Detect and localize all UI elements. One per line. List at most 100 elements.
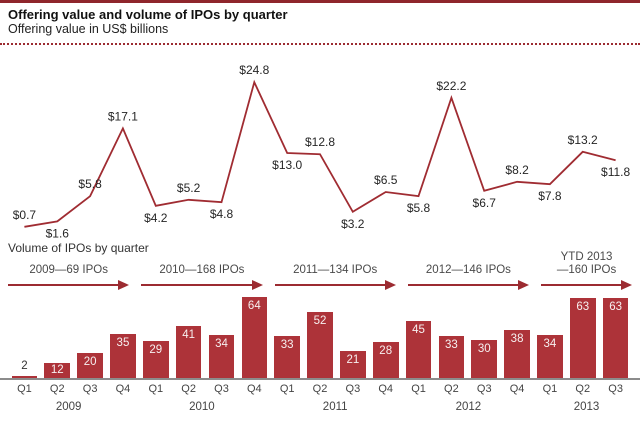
arrow-line (8, 284, 122, 286)
volume-section-label: Volume of IPOs by quarter (8, 241, 149, 255)
bar-column: 64 (238, 290, 271, 378)
arrow-head-icon (251, 280, 263, 290)
quarter-label: Q2 (444, 383, 459, 395)
line-point-label: $3.2 (341, 217, 365, 231)
line-point-label: $4.2 (144, 211, 168, 225)
arrow-line (141, 284, 255, 286)
year-arrow (141, 280, 263, 292)
year-axis-labels: 2009 2010 2011 2012 2013 (8, 401, 632, 413)
x-axis-line (0, 378, 640, 380)
volume-bar (77, 352, 103, 378)
bar-column: 12 (41, 290, 74, 378)
quarter-label: Q3 (476, 383, 492, 395)
line-point-label: $6.5 (374, 173, 398, 187)
volume-bar (372, 342, 399, 378)
year-total-label: 2011—134 IPOs (293, 264, 378, 276)
volume-bar (405, 320, 432, 378)
quarter-label: Q4 (378, 383, 394, 395)
quarter-label: Q1 (17, 383, 32, 395)
bar-value-label: 41 (182, 328, 196, 341)
line-point-label: $13.2 (568, 133, 598, 147)
chart-title: Offering value and volume of IPOs by qua… (8, 7, 288, 22)
line-point-label: $24.8 (239, 63, 269, 77)
line-point-label: $7.8 (538, 189, 562, 203)
arrow-line (274, 284, 388, 286)
arrow-head-icon (621, 280, 633, 290)
volume-bar (340, 351, 366, 378)
volume-bar (241, 296, 268, 378)
bar-value-label: 30 (477, 342, 491, 355)
bar-value-label: 20 (83, 355, 97, 368)
bar-value-label: 35 (116, 336, 130, 349)
bar-column: 30 (468, 290, 501, 378)
bar-value-label: 12 (50, 364, 64, 376)
line-point-label: $0.7 (13, 208, 37, 222)
bar-value-label: 34 (543, 337, 557, 350)
line-point-label: $13.0 (272, 158, 302, 172)
line-point-label: $8.2 (505, 163, 529, 177)
quarter-label: Q4 (509, 383, 525, 395)
year-total-group: YTD 2013 —160 IPOs (541, 251, 633, 292)
quarter-label: Q2 (575, 383, 591, 395)
volume-bar (274, 336, 300, 378)
bar-column: 41 (172, 290, 205, 378)
year-total-label: YTD 2013 —160 IPOs (556, 251, 617, 276)
bar-column: 35 (107, 290, 140, 378)
volume-bar (307, 312, 333, 378)
bar-column: 45 (402, 290, 435, 378)
chart-header: Offering value and volume of IPOs by qua… (0, 0, 640, 45)
year-arrow (8, 280, 130, 292)
line-point-label: $5.2 (177, 181, 201, 195)
year-label: 2011 (322, 401, 348, 413)
bar-column: 34 (205, 290, 238, 378)
quarter-label: Q3 (82, 383, 98, 395)
bar-value-label: 34 (215, 337, 228, 350)
year-total-group: 2011—134 IPOs (274, 251, 396, 292)
line-point-label: $5.8 (78, 177, 102, 191)
bar-value-label: 33 (444, 339, 458, 352)
bar-value-label: 45 (412, 323, 425, 336)
bar-column: 28 (369, 290, 402, 378)
bar-column: 33 (435, 290, 468, 378)
bar-column: 52 (304, 290, 337, 378)
bar-value-label: 21 (346, 354, 360, 367)
arrow-head-icon (384, 280, 396, 290)
year-arrow (407, 280, 530, 292)
arrow-head-icon (518, 280, 530, 290)
quarter-label: Q1 (542, 383, 558, 395)
bar-value-label: 64 (247, 299, 261, 312)
line-point-label: $1.6 (46, 226, 70, 238)
volume-bar-chart: 2 12 20 35 29 41 34 64 33 52 21 28 45 33 30 38 34 63 63 (8, 290, 632, 378)
offering-value-line (24, 79, 616, 228)
volume-bar (11, 375, 38, 378)
year-label: 2010 (189, 401, 215, 413)
bar-column: 63 (599, 290, 632, 378)
year-arrow (274, 280, 396, 292)
line-point-label: $6.7 (473, 196, 497, 210)
volume-bar (438, 336, 465, 378)
year-total-label: 2012—146 IPOs (425, 264, 511, 276)
volume-bar (537, 334, 563, 378)
bar-value-label: 52 (313, 315, 327, 327)
volume-bar (471, 339, 498, 378)
line-point-label: $11.8 (601, 165, 630, 179)
quarter-label: Q2 (181, 383, 196, 395)
chart-subtitle: Offering value in US$ billions (8, 22, 169, 36)
year-total-group: 2009—69 IPOs (8, 251, 130, 292)
quarter-label: Q1 (411, 383, 426, 395)
volume-bar (110, 333, 136, 378)
quarter-label: Q1 (148, 383, 164, 395)
bar-value-label: 2 (21, 359, 28, 372)
volume-bar (175, 325, 202, 378)
quarter-axis-labels: Q1 Q2 Q3 Q4 Q1 Q2 Q3 Q4 Q1 Q2 Q3 Q4 Q1 Q2 Q3 Q4 Q1 Q2 Q3 (8, 383, 632, 395)
line-point-label: $22.2 (436, 79, 466, 93)
bar-column: 21 (336, 290, 369, 378)
year-total-label: 2010—168 IPOs (159, 264, 245, 276)
year-total-group: 2012—146 IPOs (407, 251, 530, 292)
bar-value-label: 63 (576, 301, 590, 313)
quarter-label: Q4 (246, 383, 262, 395)
bar-value-label: 63 (609, 301, 622, 313)
bar-value-label: 29 (149, 344, 163, 357)
quarter-label: Q4 (115, 383, 131, 395)
